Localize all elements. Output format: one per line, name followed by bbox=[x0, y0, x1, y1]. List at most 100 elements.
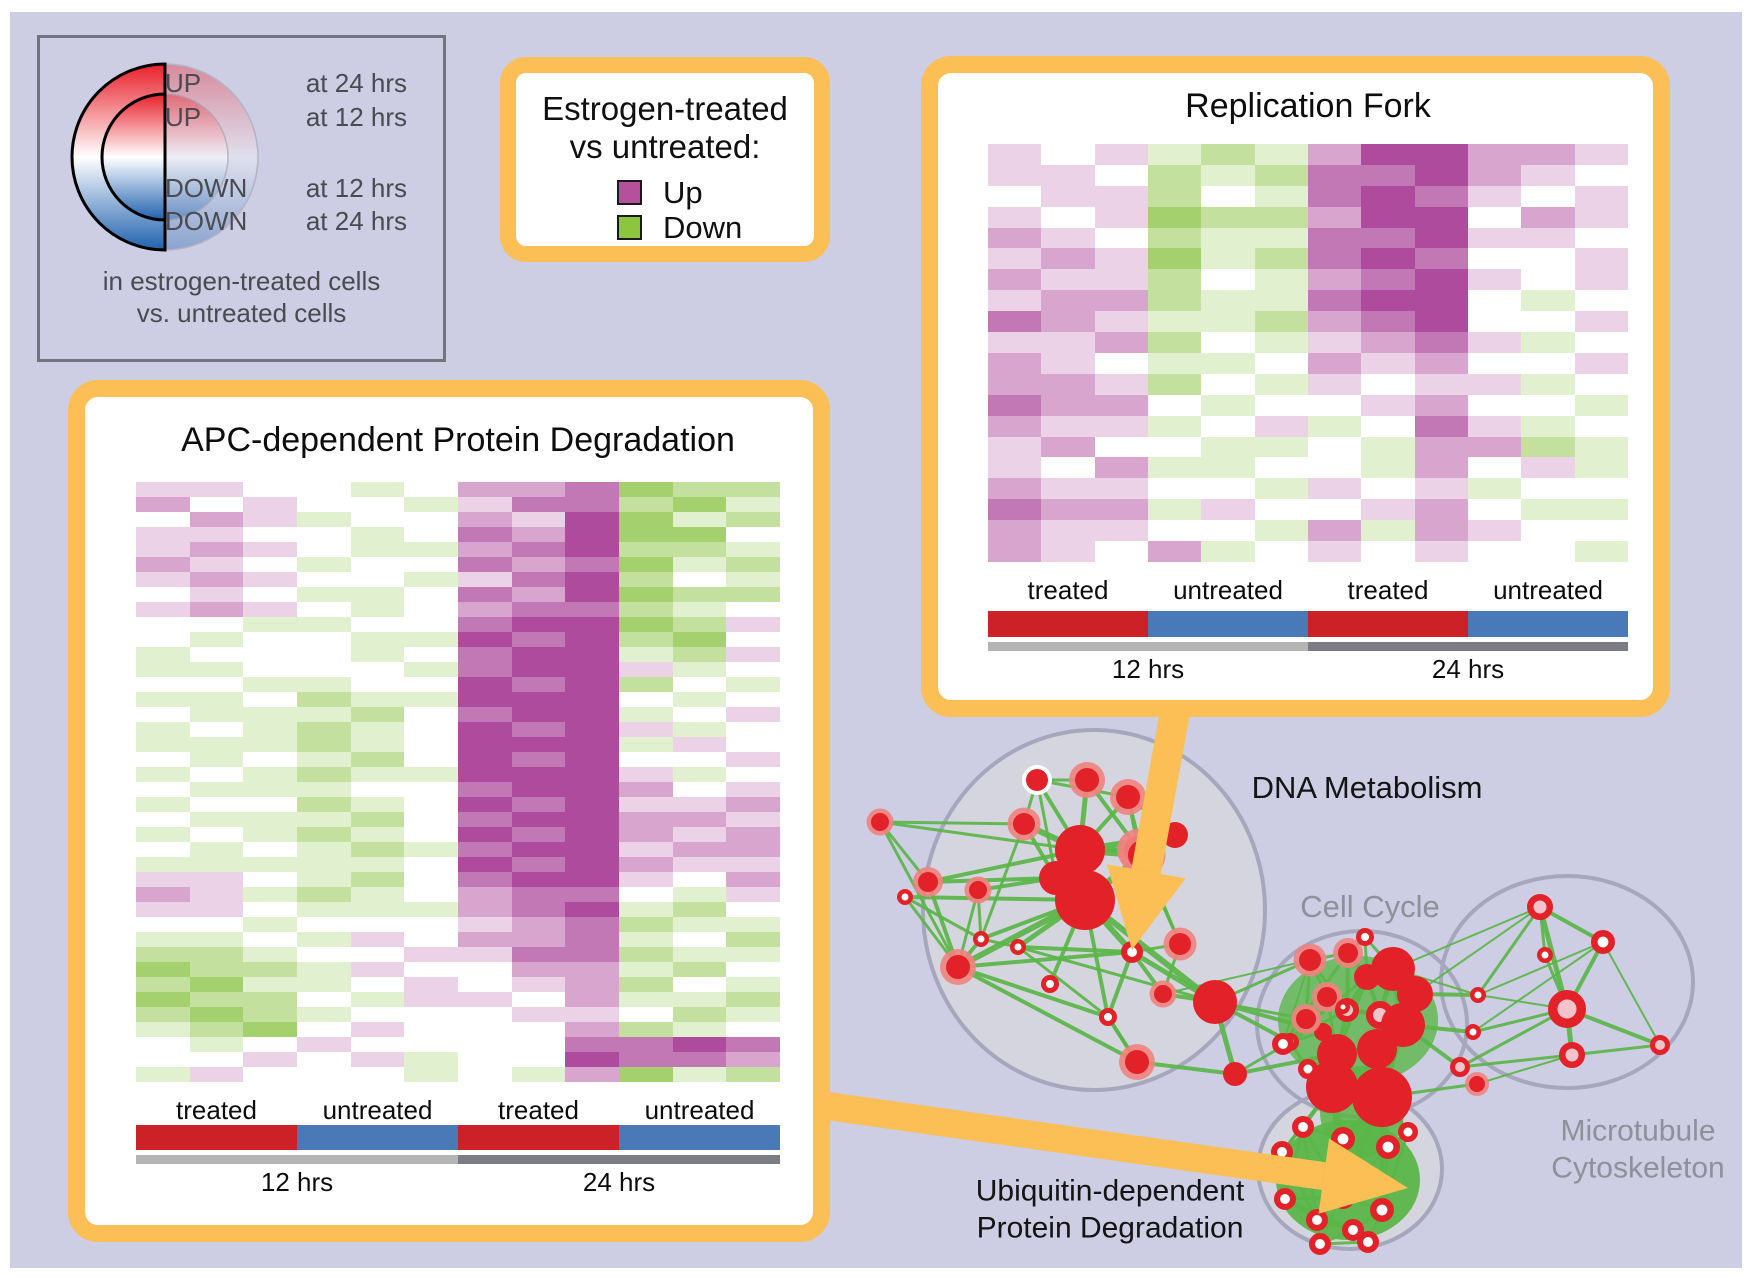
heatmap-cell bbox=[988, 185, 1042, 207]
heatmap-cell bbox=[458, 932, 512, 947]
heatmap-cell bbox=[297, 497, 351, 512]
heatmap-cell bbox=[297, 1037, 351, 1052]
network-edge bbox=[1377, 968, 1396, 1016]
heatmap-cell bbox=[726, 647, 780, 662]
heatmap-cell bbox=[458, 857, 512, 872]
heatmap-cell bbox=[565, 737, 619, 752]
heatmap-cell bbox=[511, 752, 566, 767]
heatmap-cell bbox=[1201, 332, 1255, 353]
heatmap-cell bbox=[565, 872, 619, 887]
heatmap-cell bbox=[565, 1067, 619, 1082]
heatmap-cell bbox=[350, 587, 405, 602]
heatmap-cell bbox=[404, 1052, 458, 1067]
heatmap-cell bbox=[1094, 373, 1148, 395]
network-edge bbox=[927, 848, 1081, 884]
network-edge bbox=[1380, 1146, 1390, 1211]
heatmap-cell bbox=[672, 752, 727, 767]
network-edge bbox=[904, 895, 1086, 902]
heatmap-cell bbox=[297, 662, 351, 677]
heatmap-cell bbox=[511, 1022, 566, 1037]
network-edge bbox=[956, 897, 1087, 970]
heatmap-cell bbox=[1147, 144, 1202, 165]
gene-node-pink-core bbox=[1335, 998, 1359, 1022]
heatmap-cell bbox=[458, 512, 512, 527]
cluster-label-line: Cytoskeleton bbox=[1551, 1151, 1725, 1184]
heatmap-cell bbox=[565, 812, 619, 827]
heatmap-cell bbox=[404, 857, 458, 872]
heatmap-cell bbox=[1467, 185, 1522, 207]
heatmap-cell bbox=[565, 557, 619, 572]
network-edge bbox=[1281, 952, 1350, 1045]
heatmap-cell bbox=[1254, 394, 1308, 416]
network-edge bbox=[1602, 941, 1661, 1046]
heatmap-cell bbox=[1147, 290, 1202, 312]
heatmap-cell bbox=[243, 557, 297, 572]
heatmap-cell bbox=[1254, 206, 1308, 228]
heatmap-cell bbox=[404, 1022, 458, 1037]
heatmap-cell bbox=[189, 647, 244, 662]
gene-node-halo bbox=[866, 808, 894, 836]
heatmap-cell bbox=[619, 887, 673, 902]
cluster-label-cc: Cell Cycle bbox=[1300, 888, 1440, 926]
heatmap-cell bbox=[350, 752, 405, 767]
heatmap-cell bbox=[404, 962, 458, 977]
gene-node-pink-core bbox=[1366, 1001, 1394, 1029]
heatmap-cell bbox=[1041, 227, 1095, 249]
heatmap-cell bbox=[136, 887, 190, 902]
heatmap-cell bbox=[1254, 269, 1308, 291]
gene-node-core bbox=[1338, 943, 1358, 963]
heatmap-cell bbox=[404, 917, 458, 932]
heatmap-cell bbox=[672, 962, 727, 977]
ring-row-down24: DOWN at 24 hrs bbox=[165, 206, 407, 236]
network-edge bbox=[1131, 942, 1181, 954]
gene-node-halo bbox=[1069, 762, 1105, 798]
heatmap-cell bbox=[1307, 373, 1362, 395]
heatmap-cell bbox=[1414, 457, 1468, 479]
heatmap-cell bbox=[565, 977, 619, 992]
heatmap-cell bbox=[1521, 332, 1575, 353]
heatmap-cell bbox=[619, 902, 673, 917]
network-edge bbox=[1052, 847, 1084, 881]
heatmap-cell bbox=[1467, 144, 1522, 165]
heatmap-cell bbox=[243, 977, 297, 992]
updown-legend-box: Estrogen-treated vs untreated: Up Down bbox=[500, 57, 830, 262]
heatmap-cell bbox=[189, 512, 244, 527]
heatmap-cell bbox=[1414, 269, 1468, 291]
heatmap-cell bbox=[619, 917, 673, 932]
network-edge bbox=[1280, 1151, 1287, 1200]
heatmap-cell bbox=[189, 692, 244, 707]
gene-node-solid bbox=[1055, 825, 1105, 875]
heatmap-cell bbox=[1041, 478, 1095, 500]
network-edge bbox=[1342, 1137, 1389, 1149]
heatmap-cell bbox=[511, 992, 566, 1007]
heatmap-cell bbox=[136, 947, 190, 962]
heatmap-cell bbox=[565, 992, 619, 1007]
heatmap-cell bbox=[297, 767, 351, 782]
heatmap-cell bbox=[189, 557, 244, 572]
heatmap-cell bbox=[672, 557, 727, 572]
network-edge bbox=[1079, 846, 1144, 859]
rf-heatmap-grid bbox=[988, 144, 1628, 562]
network-edge bbox=[1363, 936, 1395, 970]
network-edge bbox=[1342, 1195, 1383, 1212]
heatmap-cell bbox=[350, 1007, 405, 1022]
heatmap-cell bbox=[404, 542, 458, 557]
heatmap-cell bbox=[988, 436, 1042, 458]
network-edge bbox=[1162, 959, 1311, 995]
gene-node-solid bbox=[1317, 1034, 1357, 1074]
group-label: untreated bbox=[644, 1095, 755, 1125]
heatmap-cell bbox=[1094, 436, 1148, 458]
heatmap-cell bbox=[243, 572, 297, 587]
annotation-arrow-head bbox=[1318, 1138, 1408, 1214]
network-edge bbox=[1477, 941, 1604, 996]
gene-node-white-halo bbox=[1022, 765, 1052, 795]
ring-legend-box: UP at 24 hrs UP at 12 hrs DOWN at 12 hrs… bbox=[37, 35, 446, 362]
network-edge bbox=[903, 896, 960, 968]
heatmap-cell bbox=[1041, 457, 1095, 479]
heatmap-cell bbox=[350, 662, 405, 677]
heatmap-cell bbox=[565, 887, 619, 902]
heatmap-cell bbox=[1041, 415, 1095, 437]
network-edge bbox=[1319, 1228, 1354, 1246]
heatmap-cell bbox=[1414, 373, 1468, 395]
gene-node-solid bbox=[1039, 861, 1073, 895]
